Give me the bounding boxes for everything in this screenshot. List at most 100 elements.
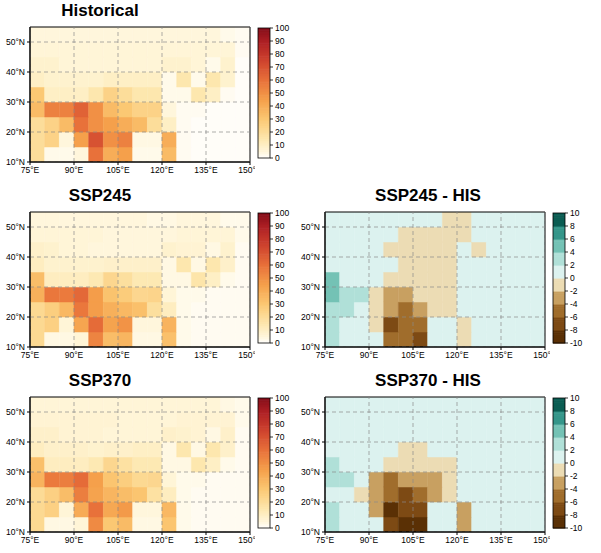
svg-text:-4: -4 — [570, 484, 578, 494]
svg-text:40°N: 40°N — [301, 437, 320, 447]
svg-text:40°N: 40°N — [8, 437, 25, 447]
svg-text:10: 10 — [275, 510, 285, 520]
svg-text:40: 40 — [275, 471, 285, 481]
svg-text:80: 80 — [275, 234, 285, 244]
svg-text:30: 30 — [275, 299, 285, 309]
svg-text:10°N: 10°N — [301, 342, 320, 352]
svg-text:30°N: 30°N — [301, 467, 320, 477]
svg-text:20°N: 20°N — [8, 127, 25, 137]
svg-text:10: 10 — [570, 208, 580, 218]
svg-text:90: 90 — [275, 406, 285, 416]
svg-text:135°E: 135°E — [194, 165, 218, 175]
svg-text:70: 70 — [275, 247, 285, 257]
svg-text:90: 90 — [275, 221, 285, 231]
svg-text:10: 10 — [275, 140, 285, 150]
svg-text:50°N: 50°N — [8, 37, 25, 47]
svg-text:0: 0 — [275, 338, 280, 348]
svg-text:90°E: 90°E — [65, 535, 84, 545]
svg-text:2: 2 — [570, 260, 575, 270]
svg-text:-10: -10 — [570, 523, 583, 533]
svg-text:50: 50 — [275, 458, 285, 468]
svg-text:150°E: 150°E — [238, 165, 255, 175]
svg-text:70: 70 — [275, 62, 285, 72]
svg-text:-4: -4 — [570, 299, 578, 309]
svg-text:30: 30 — [275, 484, 285, 494]
svg-text:40: 40 — [275, 286, 285, 296]
svg-text:80: 80 — [275, 49, 285, 59]
svg-text:120°E: 120°E — [150, 165, 174, 175]
svg-text:90°E: 90°E — [65, 165, 84, 175]
svg-text:10°N: 10°N — [301, 527, 320, 537]
svg-text:0: 0 — [570, 458, 575, 468]
svg-text:20°N: 20°N — [301, 497, 320, 507]
svg-text:0: 0 — [570, 273, 575, 283]
svg-text:20: 20 — [275, 497, 285, 507]
svg-text:80: 80 — [275, 419, 285, 429]
svg-text:135°E: 135°E — [194, 350, 218, 360]
svg-text:-6: -6 — [570, 312, 578, 322]
svg-text:150°E: 150°E — [238, 350, 255, 360]
svg-text:8: 8 — [570, 406, 575, 416]
svg-text:20: 20 — [275, 127, 285, 137]
svg-text:90: 90 — [275, 36, 285, 46]
svg-text:30°N: 30°N — [8, 467, 25, 477]
svg-text:120°E: 120°E — [150, 535, 174, 545]
svg-text:105°E: 105°E — [106, 350, 130, 360]
svg-text:20°N: 20°N — [8, 312, 25, 322]
svg-text:30°N: 30°N — [301, 282, 320, 292]
svg-text:6: 6 — [570, 419, 575, 429]
svg-text:135°E: 135°E — [194, 535, 218, 545]
svg-text:20°N: 20°N — [301, 312, 320, 322]
svg-text:150°E: 150°E — [533, 350, 550, 360]
svg-text:20°N: 20°N — [8, 497, 25, 507]
svg-text:135°E: 135°E — [489, 350, 513, 360]
svg-text:20: 20 — [275, 312, 285, 322]
svg-text:4: 4 — [570, 247, 575, 257]
svg-text:50: 50 — [275, 88, 285, 98]
svg-text:90°E: 90°E — [360, 535, 379, 545]
svg-text:40: 40 — [275, 101, 285, 111]
svg-text:10°N: 10°N — [8, 157, 25, 167]
svg-text:50°N: 50°N — [301, 222, 320, 232]
svg-text:2: 2 — [570, 445, 575, 455]
svg-text:10: 10 — [570, 393, 580, 403]
svg-text:4: 4 — [570, 432, 575, 442]
svg-text:-2: -2 — [570, 471, 578, 481]
svg-text:30°N: 30°N — [8, 282, 25, 292]
svg-text:10: 10 — [275, 325, 285, 335]
svg-text:60: 60 — [275, 260, 285, 270]
svg-text:100: 100 — [275, 393, 289, 403]
svg-text:150°E: 150°E — [533, 535, 550, 545]
svg-text:30°N: 30°N — [8, 97, 25, 107]
svg-text:150°E: 150°E — [238, 535, 255, 545]
svg-text:-8: -8 — [570, 325, 578, 335]
svg-text:6: 6 — [570, 234, 575, 244]
svg-text:40°N: 40°N — [8, 67, 25, 77]
svg-text:40°N: 40°N — [301, 252, 320, 262]
svg-text:10°N: 10°N — [8, 527, 25, 537]
svg-text:0: 0 — [275, 153, 280, 163]
svg-text:120°E: 120°E — [150, 350, 174, 360]
svg-text:70: 70 — [275, 432, 285, 442]
svg-text:40°N: 40°N — [8, 252, 25, 262]
svg-text:60: 60 — [275, 445, 285, 455]
svg-text:135°E: 135°E — [489, 535, 513, 545]
svg-text:100: 100 — [275, 208, 289, 218]
svg-text:30: 30 — [275, 114, 285, 124]
svg-text:-6: -6 — [570, 497, 578, 507]
svg-text:8: 8 — [570, 221, 575, 231]
svg-text:-10: -10 — [570, 338, 583, 348]
svg-text:105°E: 105°E — [401, 535, 425, 545]
svg-text:50°N: 50°N — [301, 407, 320, 417]
svg-text:90°E: 90°E — [65, 350, 84, 360]
svg-text:-2: -2 — [570, 286, 578, 296]
svg-text:120°E: 120°E — [445, 350, 469, 360]
svg-text:105°E: 105°E — [106, 165, 130, 175]
svg-text:50°N: 50°N — [8, 407, 25, 417]
svg-text:105°E: 105°E — [106, 535, 130, 545]
svg-text:50°N: 50°N — [8, 222, 25, 232]
svg-text:10°N: 10°N — [8, 342, 25, 352]
svg-text:105°E: 105°E — [401, 350, 425, 360]
svg-text:120°E: 120°E — [445, 535, 469, 545]
svg-text:50: 50 — [275, 273, 285, 283]
